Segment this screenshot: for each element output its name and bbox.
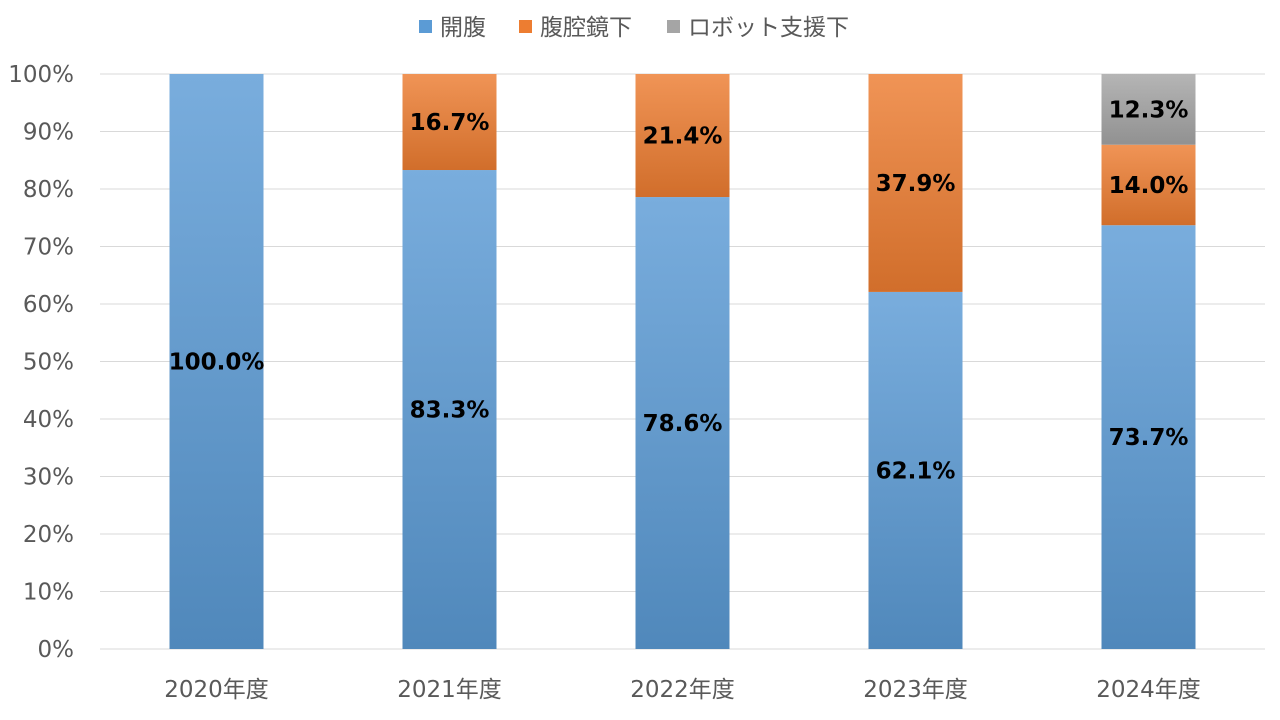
bar-segment <box>868 74 963 292</box>
legend-item: ロボット支援下 <box>667 15 849 41</box>
legend-item: 腹腔鏡下 <box>519 15 632 41</box>
bar-segment <box>1101 144 1196 226</box>
x-category-label: 2023年度 <box>863 677 968 703</box>
data-label: 78.6% <box>643 411 723 437</box>
data-label: 21.4% <box>643 124 723 150</box>
data-label: 37.9% <box>876 171 956 197</box>
data-labels: 100.0% 83.3% 16.7% 78.6% 21.4% 62.1% 37.9% 73.7… <box>169 97 1189 484</box>
legend: 開腹 腹腔鏡下 ロボット支援下 <box>419 15 849 41</box>
bar-segment <box>169 74 264 649</box>
legend-label: 腹腔鏡下 <box>540 15 632 41</box>
legend-swatch <box>667 20 680 33</box>
y-tick-label: 70% <box>23 235 74 261</box>
bar-segment <box>868 291 963 649</box>
x-category-label: 2022年度 <box>630 677 735 703</box>
y-tick-label: 30% <box>23 465 74 491</box>
legend-item: 開腹 <box>419 15 486 41</box>
bar-segment <box>1101 225 1196 649</box>
bar-segment <box>1101 74 1196 145</box>
y-tick-label: 50% <box>23 350 74 376</box>
bar-segment <box>635 74 730 198</box>
legend-swatch <box>519 20 532 33</box>
legend-label: ロボット支援下 <box>688 15 849 41</box>
y-axis-ticks: 0% 10% 20% 30% 40% 50% 60% 70% 80% 90% 100% <box>8 62 74 663</box>
legend-swatch <box>419 20 432 33</box>
data-label: 14.0% <box>1109 173 1189 199</box>
x-category-label: 2020年度 <box>164 677 269 703</box>
x-category-label: 2024年度 <box>1096 677 1201 703</box>
bar-segment <box>402 170 497 649</box>
data-label: 83.3% <box>410 398 490 424</box>
data-label: 62.1% <box>876 458 956 484</box>
y-tick-label: 60% <box>23 292 74 318</box>
data-label: 100.0% <box>169 350 265 376</box>
bar-segment <box>635 197 730 650</box>
data-label: 12.3% <box>1109 97 1189 123</box>
y-tick-label: 20% <box>23 522 74 548</box>
y-tick-label: 90% <box>23 120 74 146</box>
bars <box>169 74 1196 650</box>
x-category-label: 2021年度 <box>397 677 502 703</box>
y-tick-label: 0% <box>38 637 75 663</box>
legend-label: 開腹 <box>440 15 486 41</box>
y-tick-label: 40% <box>23 407 74 433</box>
data-label: 73.7% <box>1109 425 1189 451</box>
x-axis-categories: 2020年度 2021年度 2022年度 2023年度 2024年度 <box>164 677 1201 703</box>
y-tick-label: 80% <box>23 177 74 203</box>
data-label: 16.7% <box>410 110 490 136</box>
y-tick-label: 100% <box>8 62 74 88</box>
y-tick-label: 10% <box>23 580 74 606</box>
bar-segment <box>402 74 497 171</box>
